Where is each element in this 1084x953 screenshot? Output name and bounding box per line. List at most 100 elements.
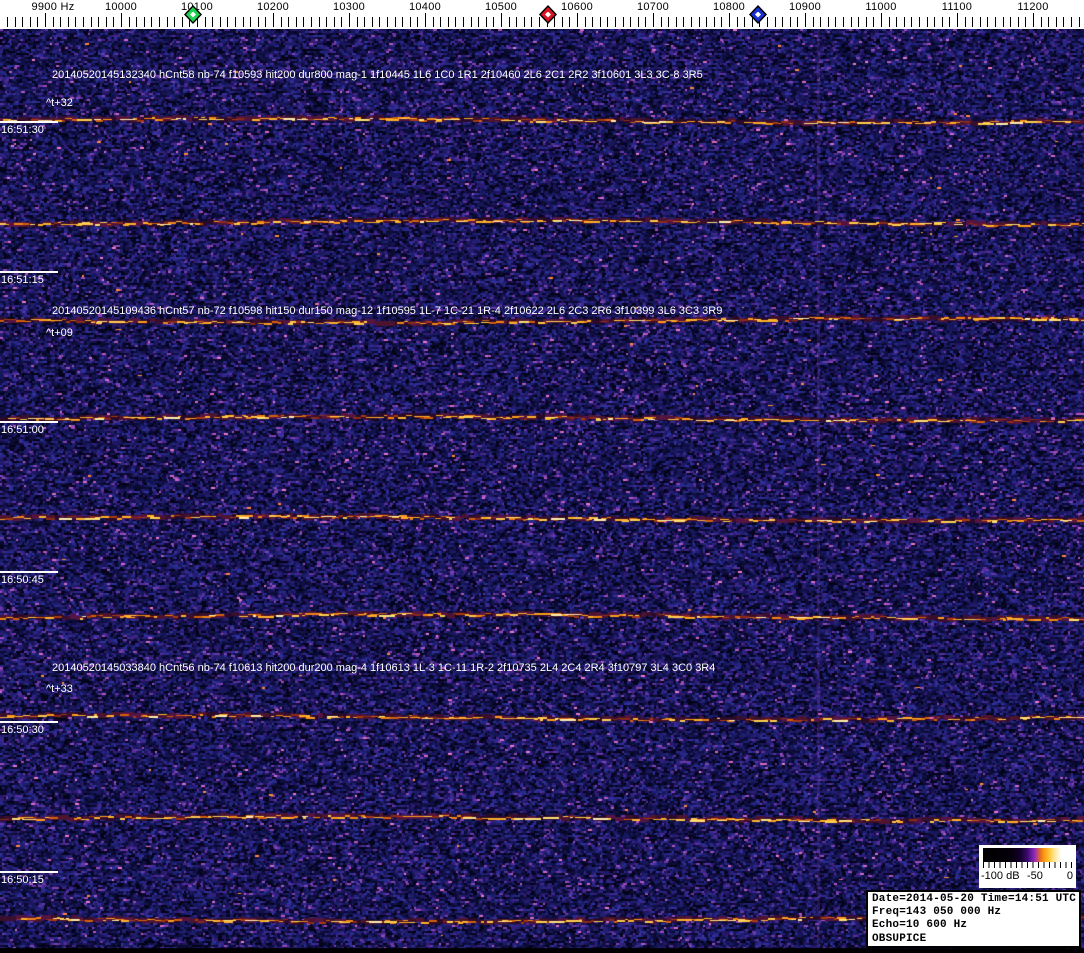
info-echo: Echo=10 600 Hz (872, 919, 968, 932)
ruler-minor-tick (554, 17, 555, 27)
ruler-minor-tick (668, 17, 669, 27)
ruler-major-tick (425, 13, 426, 27)
ruler-minor-tick (843, 17, 844, 27)
color-scale-panel: -100 dB -50 0 (979, 845, 1076, 888)
frequency-ruler: 9900 Hz 10000 10100 10200 10300 10400 10500 106… (0, 0, 1084, 29)
info-date-time: Date=2014-05-20 Time=14:51 UTC (872, 893, 1077, 905)
ruler-minor-tick (22, 17, 23, 27)
ruler-label: 10300 (332, 1, 366, 13)
ruler-minor-tick (782, 17, 783, 27)
ruler-minor-tick (189, 17, 190, 27)
ruler-minor-tick (205, 17, 206, 27)
ruler-minor-tick (1063, 17, 1064, 27)
ruler-minor-tick (661, 17, 662, 27)
ruler-minor-tick (68, 17, 69, 27)
ruler-minor-tick (965, 17, 966, 27)
ruler-label: 9900 Hz (31, 1, 75, 13)
ruler-minor-tick (60, 17, 61, 27)
ruler-minor-tick (691, 17, 692, 27)
ruler-minor-tick (334, 17, 335, 27)
ruler-label: 11100 (941, 1, 973, 13)
ruler-minor-tick (531, 17, 532, 27)
ruler-minor-tick (1041, 17, 1042, 27)
time-label: 16:50:30 (1, 724, 44, 736)
ruler-minor-tick (600, 17, 601, 27)
ruler-major-tick (957, 13, 958, 27)
ruler-minor-tick (75, 17, 76, 27)
ruler-minor-tick (159, 17, 160, 27)
ruler-minor-tick (858, 17, 859, 27)
ruler-minor-tick (303, 17, 304, 27)
ruler-minor-tick (524, 17, 525, 27)
ruler-major-tick (349, 13, 350, 27)
color-scale-max-label: 0 (1066, 870, 1073, 882)
color-scale-mid-label: -50 (1027, 870, 1043, 882)
ruler-major-tick (1033, 13, 1034, 27)
ruler-minor-tick (212, 17, 213, 27)
ruler-minor-tick (486, 17, 487, 27)
ruler-minor-tick (167, 17, 168, 27)
ruler-major-tick (273, 13, 274, 27)
ruler-minor-tick (395, 17, 396, 27)
detection-event-text: 20140520145109436 hCnt57 nb-72 f10598 hi… (52, 305, 723, 317)
ruler-minor-tick (258, 17, 259, 27)
ruler-minor-tick (91, 17, 92, 27)
ruler-minor-tick (387, 17, 388, 27)
marker-red-diamond-icon[interactable] (539, 5, 557, 24)
ruler-minor-tick (797, 17, 798, 27)
ruler-minor-tick (942, 17, 943, 27)
time-tick-line (0, 271, 58, 273)
ruler-minor-tick (174, 17, 175, 27)
ruler-minor-tick (7, 17, 8, 27)
ruler-minor-tick (562, 17, 563, 27)
ruler-minor-tick (1003, 17, 1004, 27)
ruler-minor-tick (592, 17, 593, 27)
color-scale-min-label: -100 dB (981, 870, 1020, 882)
ruler-minor-tick (281, 17, 282, 27)
time-tick-line (0, 871, 58, 873)
ruler-minor-tick (319, 17, 320, 27)
ruler-minor-tick (144, 17, 145, 27)
info-observatory: OBSUPICE (872, 932, 927, 945)
ruler-minor-tick (341, 17, 342, 27)
ruler-minor-tick (83, 17, 84, 27)
ruler-minor-tick (37, 17, 38, 27)
time-tick-line (0, 121, 58, 123)
color-scale-ticks (983, 862, 1072, 868)
marker-green-diamond-icon[interactable] (184, 5, 202, 24)
ruler-minor-tick (402, 17, 403, 27)
ruler-minor-tick (493, 17, 494, 27)
time-tick-line (0, 421, 58, 423)
ruler-minor-tick (1025, 17, 1026, 27)
ruler-minor-tick (752, 17, 753, 27)
detection-event-text: 20140520145132340 hCnt58 nb-74 f10593 hi… (52, 69, 703, 81)
ruler-minor-tick (30, 17, 31, 27)
ruler-minor-tick (372, 17, 373, 27)
ruler-minor-tick (828, 17, 829, 27)
ruler-minor-tick (615, 17, 616, 27)
ruler-minor-tick (296, 17, 297, 27)
ruler-minor-tick (972, 17, 973, 27)
ruler-minor-tick (113, 17, 114, 27)
ruler-minor-tick (288, 17, 289, 27)
spectrogram-display[interactable] (0, 29, 1084, 953)
ruler-minor-tick (129, 17, 130, 27)
ruler-major-tick (881, 13, 882, 27)
ruler-minor-tick (1071, 17, 1072, 27)
ruler-label: 11000 (865, 1, 897, 13)
ruler-minor-tick (987, 17, 988, 27)
ruler-minor-tick (790, 17, 791, 27)
ruler-minor-tick (813, 17, 814, 27)
ruler-minor-tick (516, 17, 517, 27)
ruler-minor-tick (866, 17, 867, 27)
ruler-label: 10800 (712, 1, 746, 13)
ruler-minor-tick (873, 17, 874, 27)
ruler-label: 10000 (104, 1, 138, 13)
ruler-minor-tick (455, 17, 456, 27)
ruler-minor-tick (585, 17, 586, 27)
detection-event-tag: ^t+32 (46, 97, 73, 109)
ruler-minor-tick (949, 17, 950, 27)
marker-blue-diamond-icon[interactable] (749, 5, 767, 24)
color-scale-gradient (983, 848, 1072, 862)
